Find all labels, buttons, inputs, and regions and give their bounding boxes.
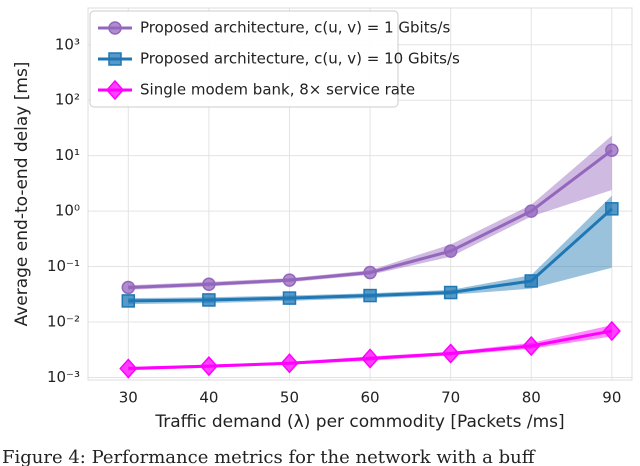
marker xyxy=(363,265,377,280)
marker xyxy=(605,202,619,216)
caption: Figure 4: Performance metrics for the ne… xyxy=(2,447,536,466)
y-tick-label: 10⁻¹ xyxy=(47,257,80,275)
marker xyxy=(443,244,458,258)
marker xyxy=(121,294,136,308)
legend-box xyxy=(89,10,399,108)
x-tick-label: 80 xyxy=(522,389,541,407)
x-axis-label: Traffic demand (λ) per commodity [Packet… xyxy=(154,412,564,432)
legend-label: Proposed architecture, c(u, v) = 1 Gbits… xyxy=(140,19,450,37)
marker xyxy=(280,353,299,374)
marker xyxy=(441,343,460,364)
marker xyxy=(282,273,297,287)
legend-label: Proposed architecture, c(u, v) = 10 Gbit… xyxy=(140,50,460,68)
marker xyxy=(202,293,216,307)
y-tick-label: 10⁰ xyxy=(55,202,80,220)
y-tick-label: 10⁻³ xyxy=(47,368,80,386)
legend: Proposed architecture, c(u, v) = 1 Gbits… xyxy=(89,10,460,108)
marker xyxy=(361,348,380,369)
plot-frame xyxy=(87,7,633,381)
marker xyxy=(443,285,458,300)
y-tick-label: 10³ xyxy=(55,35,80,53)
y-tick-label: 10⁻² xyxy=(47,313,80,331)
marker xyxy=(605,143,619,158)
x-tick-label: 50 xyxy=(280,389,299,407)
marker xyxy=(363,288,377,303)
y-axis-label: Average end-to-end delay [ms] xyxy=(12,62,32,327)
y-tick-label: 10¹ xyxy=(55,146,80,164)
x-tick-label: 90 xyxy=(602,389,621,407)
marker xyxy=(199,356,218,377)
marker xyxy=(119,358,138,379)
marker xyxy=(282,291,297,305)
marker xyxy=(202,277,216,291)
x-tick-label: 70 xyxy=(441,389,460,407)
marker xyxy=(522,335,541,357)
marker xyxy=(524,204,539,218)
x-tick-label: 40 xyxy=(199,389,218,407)
marker xyxy=(524,274,539,288)
legend-label: Single modem bank, 8× service rate xyxy=(140,81,415,99)
y-tick-label: 10² xyxy=(55,91,80,109)
x-tick-label: 30 xyxy=(119,389,138,407)
marker xyxy=(108,52,122,66)
x-tick-label: 60 xyxy=(361,389,380,407)
marker xyxy=(108,21,122,35)
marker xyxy=(105,79,125,101)
marker xyxy=(602,320,621,342)
marker xyxy=(121,280,136,295)
